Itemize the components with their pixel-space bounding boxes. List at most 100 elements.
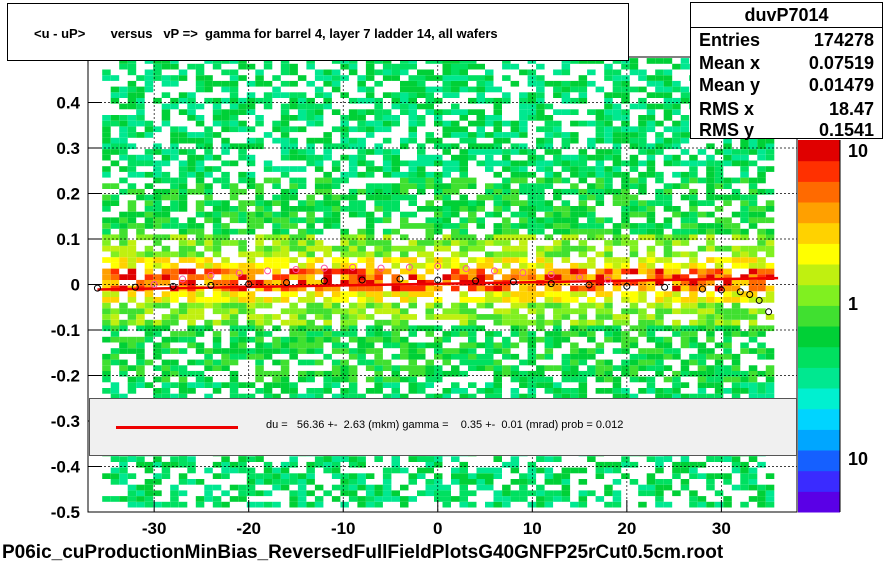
heatmap-cell [229,393,239,400]
heatmap-cell [229,240,239,246]
heatmap-cell [297,245,307,252]
heatmap-cell [451,331,460,337]
chart-title: <u - uP> versus vP => gamma for barrel 4… [34,26,498,41]
heatmap-cell [187,103,196,110]
heatmap-cell [212,120,222,127]
heatmap-cell [187,92,196,98]
heatmap-cell [553,479,562,485]
heatmap-cell [595,126,605,133]
heatmap-cell [485,479,494,485]
heatmap-cell [153,211,162,218]
heatmap-cell [748,279,758,286]
heatmap-cell [536,382,545,388]
heatmap-cell [127,92,137,98]
heatmap-cell [527,75,537,81]
heatmap-cell [417,279,426,286]
heatmap-cell [144,154,154,161]
heatmap-cell [289,177,298,184]
heatmap-cell [459,501,468,508]
heatmap-cell [340,388,349,394]
heatmap-cell [340,484,349,491]
heatmap-cell [544,177,554,184]
heatmap-cell [119,348,128,354]
heatmap-cell [280,217,290,224]
heatmap-cell [510,388,520,394]
heatmap-cell [553,86,562,93]
heatmap-cell [612,467,622,474]
heatmap-cell [663,245,673,252]
heatmap-cell [485,97,494,104]
heatmap-cell [272,370,281,377]
heatmap-cell [527,376,537,383]
heatmap-cell [212,240,222,246]
heatmap-cell [153,456,162,462]
heatmap-cell [161,297,171,303]
heatmap-cell [587,166,596,172]
heatmap-cell [612,490,622,497]
heatmap-cell [357,86,366,93]
heatmap-cell [595,183,605,189]
heatmap-cell [629,206,639,212]
heatmap-cell [408,353,417,360]
heatmap-cell [323,319,332,326]
heatmap-cell [706,331,715,337]
heatmap-cell [187,115,196,121]
heatmap-cell [493,143,502,150]
heatmap-cell [689,234,698,241]
heatmap-cell [476,143,485,150]
heatmap-cell [221,314,230,320]
heatmap-cell [604,154,613,161]
heatmap-cell [655,80,664,87]
heatmap-cell [212,109,222,115]
heatmap-cell [587,228,596,235]
heatmap-cell [757,279,766,286]
heatmap-cell [731,223,741,229]
heatmap-cell [246,228,256,235]
chart-title-box: <u - uP> versus vP => gamma for barrel 4… [7,3,629,61]
heatmap-cell [391,274,400,280]
heatmap-cell [382,166,392,172]
heatmap-cell [510,166,520,172]
heatmap-cell [468,473,477,479]
heatmap-cell [331,336,341,343]
heatmap-cell [740,143,749,150]
heatmap-cell [340,234,349,241]
heatmap-cell [263,342,273,349]
heatmap-cell [578,92,588,98]
heatmap-cell [136,319,145,326]
heatmap-cell [680,58,690,64]
heatmap-cell [765,268,775,275]
heatmap-cell [502,251,511,258]
heatmap-cell [578,359,588,366]
heatmap-cell [502,154,511,161]
heatmap-cell [306,115,315,121]
heatmap-cell [714,257,724,263]
heatmap-cell [680,211,690,218]
heatmap-cell [238,456,247,462]
heatmap-cell [280,80,290,87]
heatmap-cell [136,211,145,218]
heatmap-cell [331,194,341,201]
x-tick-label: 20 [617,519,636,538]
heatmap-cell [493,388,502,394]
heatmap-cell [178,268,188,275]
heatmap-cell [408,297,417,303]
heatmap-cell [621,160,630,167]
heatmap-cell [161,382,171,388]
heatmap-cell [544,456,554,462]
heatmap-cell [306,501,315,508]
heatmap-cell [663,348,673,354]
heatmap-cell [170,501,179,508]
heatmap-cell [714,194,724,201]
heatmap-cell [510,234,520,241]
heatmap-cell [374,245,383,252]
heatmap-cell [765,149,775,155]
heatmap-cell [544,166,554,172]
heatmap-cell [221,262,230,269]
heatmap-cell [144,217,154,224]
heatmap-cell [212,97,222,104]
heatmap-cell [425,251,434,258]
heatmap-cell [289,183,298,189]
heatmap-cell [161,211,171,218]
heatmap-cell [638,137,647,144]
